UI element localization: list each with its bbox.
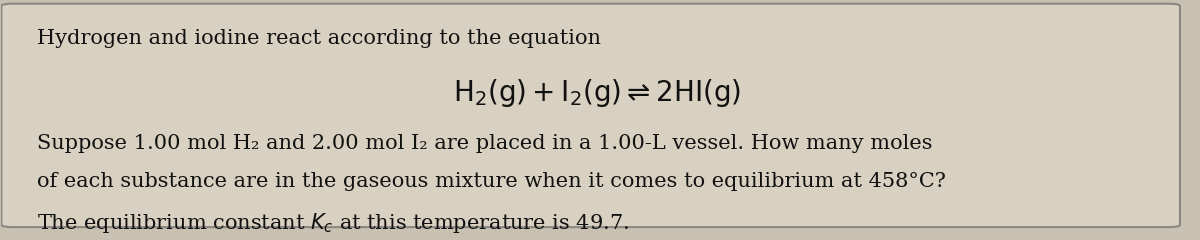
- Text: The equilibrium constant $K_c$ at this temperature is 49.7.: The equilibrium constant $K_c$ at this t…: [37, 211, 629, 235]
- Text: Suppose 1.00 mol H₂ and 2.00 mol I₂ are placed in a 1.00-L vessel. How many mole: Suppose 1.00 mol H₂ and 2.00 mol I₂ are …: [37, 134, 932, 153]
- FancyBboxPatch shape: [1, 4, 1180, 227]
- Text: $\mathrm{H_2(g) + I_2(g) \rightleftharpoons 2HI(g)}$: $\mathrm{H_2(g) + I_2(g) \rightleftharpo…: [452, 77, 740, 109]
- Text: of each substance are in the gaseous mixture when it comes to equilibrium at 458: of each substance are in the gaseous mix…: [37, 172, 946, 191]
- Text: Hydrogen and iodine react according to the equation: Hydrogen and iodine react according to t…: [37, 29, 601, 48]
